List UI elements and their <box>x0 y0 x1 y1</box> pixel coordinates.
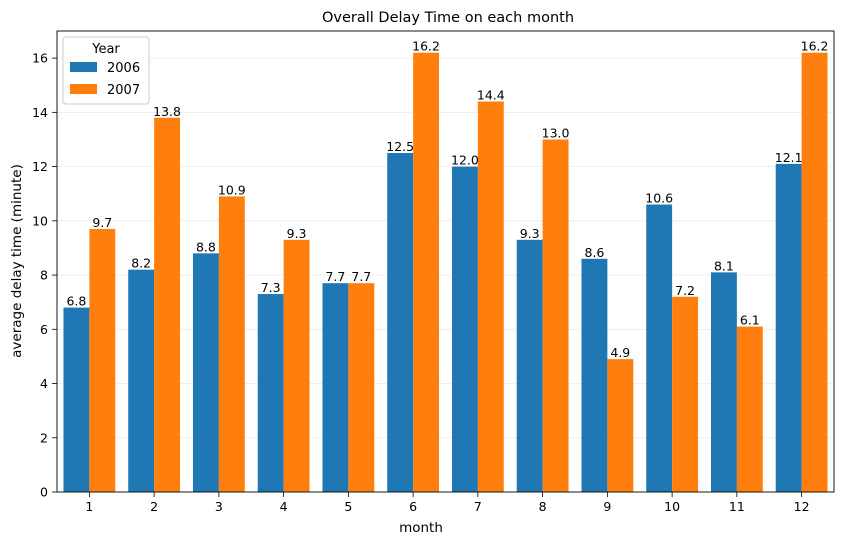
bar-2006-5 <box>322 283 349 492</box>
bar-2007-10 <box>672 296 699 492</box>
bar-2007-6 <box>413 52 440 492</box>
x-tick-label: 6 <box>409 499 417 514</box>
y-tick-label: 10 <box>32 213 48 228</box>
bars <box>63 52 828 493</box>
bar-2007-4 <box>283 239 310 492</box>
legend-title: Year <box>91 42 120 57</box>
x-axis: 1 2 3 4 5 6 7 8 9 10 11 12 <box>85 492 810 514</box>
x-tick-label: 9 <box>603 499 611 514</box>
x-tick-label: 11 <box>729 499 745 514</box>
x-axis-label: month <box>399 520 443 536</box>
plot-area-frame <box>56 30 835 493</box>
legend-label-2007: 2007 <box>107 83 140 98</box>
data-label-2007-8: 13.0 <box>542 125 570 140</box>
bar-2006-3 <box>192 253 219 492</box>
bar-2007-5 <box>348 283 375 492</box>
x-tick-label: 7 <box>474 499 482 514</box>
bar-2007-9 <box>607 359 634 492</box>
x-tick-label: 3 <box>215 499 223 514</box>
bar-2007-7 <box>477 101 504 492</box>
data-label-2007-1: 9.7 <box>92 215 112 230</box>
data-label-2007-11: 6.1 <box>740 313 760 328</box>
y-gridlines <box>57 57 834 493</box>
bar-2007-3 <box>218 196 245 492</box>
legend: Year 2006 2007 <box>62 36 150 105</box>
data-label-2007-6: 16.2 <box>412 39 440 54</box>
bar-2007-11 <box>736 326 763 492</box>
y-tick-label: 8 <box>40 268 48 283</box>
x-tick-label: 12 <box>794 499 810 514</box>
bar-2006-9 <box>581 258 608 492</box>
data-labels: 6.8 9.7 8.2 13.8 8.8 10.9 7.3 9.3 7.7 7.7 12.5 16.2… <box>66 39 828 360</box>
y-tick-label: 14 <box>32 105 48 120</box>
bar-2006-6 <box>387 153 414 492</box>
data-label-2006-1: 6.8 <box>66 294 86 309</box>
data-label-2006-11: 8.1 <box>714 258 734 273</box>
x-tick-label: 5 <box>344 499 352 514</box>
x-tick-label: 1 <box>85 499 93 514</box>
bar-2007-8 <box>542 139 569 492</box>
y-tick-label: 6 <box>40 322 48 337</box>
bar-2007-12 <box>801 52 828 492</box>
bar-2007-1 <box>89 228 116 493</box>
data-label-2007-9: 4.9 <box>610 345 630 360</box>
data-label-2006-10: 10.6 <box>645 191 673 206</box>
y-tick-label: 12 <box>32 159 48 174</box>
data-label-2007-4: 9.3 <box>287 226 307 241</box>
legend-swatch-2006 <box>70 62 97 72</box>
x-tick-label: 2 <box>150 499 158 514</box>
bar-2006-4 <box>257 294 284 492</box>
legend-swatch-2007 <box>70 84 97 94</box>
data-label-2007-7: 14.4 <box>477 88 505 103</box>
x-tick-label: 8 <box>539 499 547 514</box>
bar-2007-2 <box>154 117 181 492</box>
bar-2006-7 <box>451 166 478 492</box>
data-label-2006-3: 8.8 <box>196 239 216 254</box>
x-tick-label: 10 <box>664 499 680 514</box>
data-label-2006-5: 7.7 <box>325 269 345 284</box>
x-tick-label: 4 <box>280 499 288 514</box>
y-tick-label: 0 <box>40 485 48 500</box>
data-label-2006-2: 8.2 <box>131 256 151 271</box>
data-label-2006-9: 8.6 <box>584 245 604 260</box>
y-tick-label: 2 <box>40 430 48 445</box>
bar-2006-10 <box>646 204 673 492</box>
data-label-2006-12: 12.1 <box>775 150 803 165</box>
data-label-2007-12: 16.2 <box>801 39 829 54</box>
data-label-2007-10: 7.2 <box>675 283 695 298</box>
data-label-2006-4: 7.3 <box>261 280 281 295</box>
y-axis-label: average delay time (minute) <box>9 164 25 358</box>
data-label-2007-3: 10.9 <box>218 182 246 197</box>
chart-title: Overall Delay Time on each month <box>322 10 574 26</box>
y-tick-label: 4 <box>40 376 48 391</box>
y-axis: 0 2 4 6 8 10 12 14 16 <box>32 51 57 500</box>
data-label-2006-7: 12.0 <box>451 153 479 168</box>
bar-2006-11 <box>710 272 737 492</box>
legend-label-2006: 2006 <box>107 61 140 76</box>
data-label-2007-5: 7.7 <box>351 269 371 284</box>
data-label-2006-6: 12.5 <box>386 139 414 154</box>
y-tick-label: 16 <box>32 51 48 66</box>
data-label-2006-8: 9.3 <box>520 226 540 241</box>
data-label-2007-2: 13.8 <box>153 104 181 119</box>
bar-2006-1 <box>63 307 90 492</box>
bar-2006-12 <box>775 163 802 492</box>
bar-2006-8 <box>516 239 543 492</box>
bar-2006-2 <box>128 269 155 492</box>
